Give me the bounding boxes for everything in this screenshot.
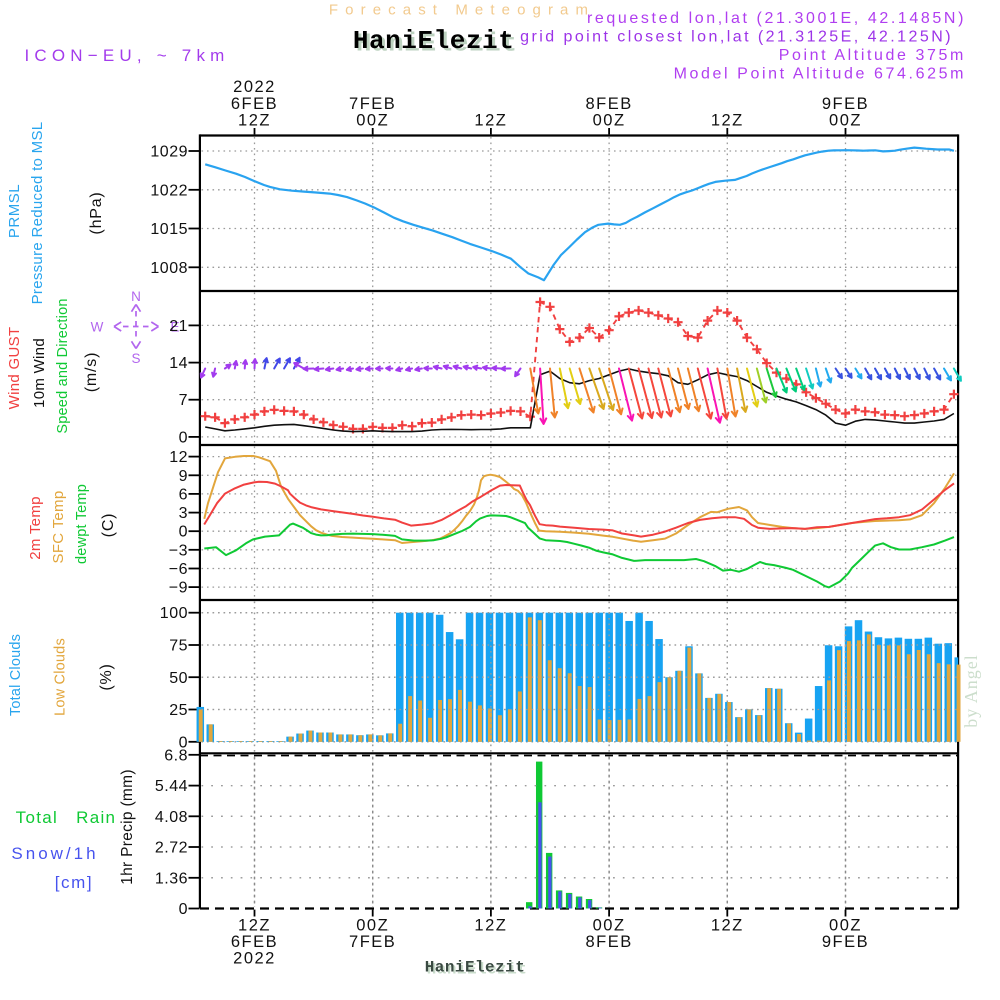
svg-text:Total Rain: Total Rain [16, 808, 117, 827]
svg-text:Pressure Reduced to MSL: Pressure Reduced to MSL [29, 122, 46, 305]
svg-text:N: N [131, 289, 141, 304]
svg-text:6FEB: 6FEB [231, 95, 278, 113]
svg-text:Speed and Direction: Speed and Direction [55, 298, 71, 433]
svg-text:HaniElezit: HaniElezit [353, 26, 515, 56]
svg-text:00Z: 00Z [829, 112, 862, 130]
svg-text:12Z: 12Z [474, 112, 507, 130]
svg-text:00Z: 00Z [356, 917, 389, 935]
svg-text:S: S [131, 351, 140, 366]
svg-text:−3: −3 [169, 542, 188, 559]
svg-text:1029: 1029 [150, 144, 188, 161]
svg-text:21: 21 [169, 318, 188, 335]
svg-text:50: 50 [169, 670, 188, 687]
svg-text:7FEB: 7FEB [349, 933, 396, 951]
svg-text:12Z: 12Z [474, 917, 507, 935]
svg-text:0: 0 [179, 429, 188, 446]
svg-text:8FEB: 8FEB [585, 933, 632, 951]
svg-text:Total Clouds: Total Clouds [8, 634, 24, 716]
svg-text:1008: 1008 [150, 260, 188, 277]
svg-text:requested lon,lat (21.3001E, 4: requested lon,lat (21.3001E, 42.1485N) [587, 10, 966, 27]
svg-text:00Z: 00Z [593, 112, 626, 130]
svg-text:2m Temp: 2m Temp [27, 496, 44, 560]
svg-text:4.08: 4.08 [155, 809, 188, 826]
svg-text:E: E [170, 320, 179, 335]
svg-text:−9: −9 [169, 580, 188, 597]
svg-text:HaniElezit: HaniElezit [356, 29, 518, 59]
svg-text:00Z: 00Z [593, 917, 626, 935]
svg-text:9: 9 [179, 468, 188, 485]
svg-text:10m Wind: 10m Wind [31, 338, 48, 408]
svg-text:2022: 2022 [233, 950, 276, 968]
svg-text:3: 3 [179, 505, 188, 522]
svg-text:0: 0 [179, 524, 188, 541]
svg-text:9FEB: 9FEB [822, 933, 869, 951]
svg-text:6FEB: 6FEB [231, 933, 278, 951]
svg-text:(C): (C) [100, 513, 117, 538]
svg-text:00Z: 00Z [356, 112, 389, 130]
svg-text:1.36: 1.36 [155, 870, 188, 887]
svg-text:Snow/1h: Snow/1h [11, 844, 98, 863]
svg-text:14: 14 [169, 355, 188, 372]
svg-text:0: 0 [179, 901, 188, 918]
svg-text:W: W [91, 320, 104, 335]
svg-text:12Z: 12Z [238, 112, 271, 130]
svg-text:12Z: 12Z [711, 112, 744, 130]
svg-text:SFC Temp: SFC Temp [50, 491, 67, 564]
svg-text:(hPa): (hPa) [88, 191, 105, 234]
svg-text:HaniElezit: HaniElezit [425, 959, 526, 977]
svg-text:0: 0 [179, 734, 188, 751]
svg-text:1hr Precip (mm): 1hr Precip (mm) [119, 769, 136, 885]
svg-text:(%): (%) [98, 663, 115, 690]
svg-text:Forecast Meteogram: Forecast Meteogram [329, 2, 595, 19]
svg-text:1015: 1015 [150, 221, 188, 238]
svg-text:1022: 1022 [150, 182, 188, 199]
svg-text:grid point closest lon,lat (21: grid point closest lon,lat (21.3125E, 42… [520, 29, 953, 46]
svg-text:7FEB: 7FEB [349, 95, 396, 113]
svg-text:12Z: 12Z [711, 917, 744, 935]
svg-text:Low Clouds: Low Clouds [53, 638, 69, 716]
svg-text:−6: −6 [169, 561, 188, 578]
svg-text:2.72: 2.72 [155, 840, 188, 857]
svg-text:6: 6 [179, 486, 188, 503]
svg-text:HaniElezit: HaniElezit [427, 961, 528, 979]
svg-text:Wind GUST: Wind GUST [6, 327, 23, 410]
svg-text:dewpt Temp: dewpt Temp [74, 484, 90, 564]
svg-text:2022: 2022 [233, 78, 276, 96]
svg-text:(m/s): (m/s) [83, 352, 100, 392]
svg-text:Model Point Altitude 674.625m: Model Point Altitude 674.625m [674, 66, 966, 83]
svg-text:6.8: 6.8 [164, 747, 188, 764]
svg-text:PRMSL: PRMSL [6, 184, 23, 238]
svg-text:00Z: 00Z [829, 917, 862, 935]
svg-text:9FEB: 9FEB [822, 95, 869, 113]
svg-text:Point Altitude 375m: Point Altitude 375m [779, 47, 966, 64]
svg-text:25: 25 [169, 702, 188, 719]
svg-text:75: 75 [169, 638, 188, 655]
svg-text:5.44: 5.44 [155, 778, 188, 795]
svg-text:8FEB: 8FEB [585, 95, 632, 113]
svg-text:ICON−EU, ~ 7km: ICON−EU, ~ 7km [24, 46, 229, 65]
svg-text:12Z: 12Z [238, 917, 271, 935]
svg-text:12: 12 [169, 449, 188, 466]
svg-text:100: 100 [160, 605, 188, 622]
svg-text:7: 7 [179, 392, 188, 409]
svg-text:[cm]: [cm] [55, 873, 94, 892]
svg-text:by Angel: by Angel [961, 654, 981, 728]
